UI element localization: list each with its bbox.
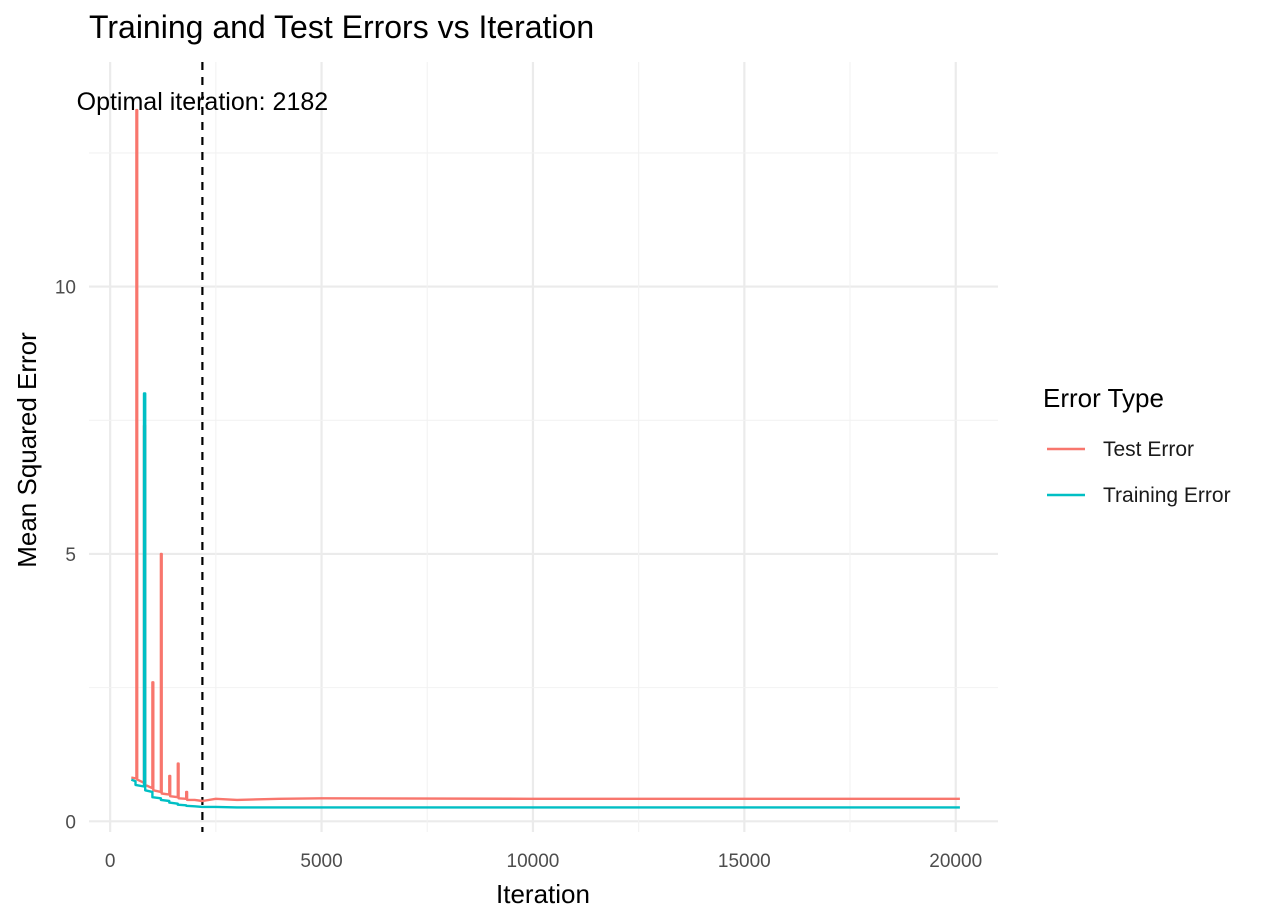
legend-label-training-error: Training Error (1103, 484, 1231, 507)
legend-items: Test Error Training Error (1047, 438, 1231, 507)
legend-label-test-error: Test Error (1103, 438, 1194, 461)
x-tick-label: 15000 (718, 851, 771, 872)
series-layer (130, 108, 960, 809)
x-tick-label: 5000 (300, 851, 342, 872)
y-tick-label: 0 (65, 812, 76, 833)
series-line-training-error (130, 392, 960, 809)
y-axis-title: Mean Squared Error (12, 332, 42, 568)
x-tick-label: 20000 (929, 851, 982, 872)
optimal-iteration-annotation: Optimal iteration: 2182 (77, 88, 329, 116)
annotation-layer: Optimal iteration: 2182 (77, 88, 329, 116)
legend: Error Type Test Error Training Error (1043, 383, 1231, 507)
grid-layer (89, 62, 998, 832)
legend-title: Error Type (1043, 383, 1164, 413)
chart-title: Training and Test Errors vs Iteration (89, 9, 594, 45)
tick-layer: 0 5000 10000 15000 20000 0 5 10 (55, 278, 982, 872)
x-tick-label: 0 (105, 851, 116, 872)
x-tick-label: 10000 (507, 851, 560, 872)
y-tick-label: 5 (65, 545, 76, 566)
y-tick-label: 10 (55, 278, 76, 299)
x-axis-title: Iteration (496, 879, 590, 909)
